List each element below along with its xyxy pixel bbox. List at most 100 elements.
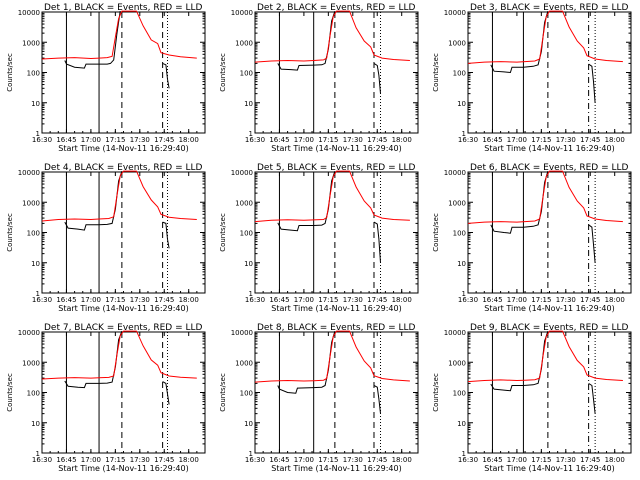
y-tick-label: 1: [249, 130, 253, 138]
x-tick-label: 17:30: [130, 456, 150, 464]
x-axis-label: Start Time (14-Nov-11 16:29:40): [484, 464, 614, 473]
y-axis-label: Counts/sec: [219, 53, 227, 92]
events-series-tail: [373, 221, 381, 263]
y-tick-label: 100: [240, 390, 253, 398]
lld-series-line: [42, 10, 197, 60]
events-series-line: [277, 330, 336, 394]
x-tick-label: 17:15: [318, 296, 338, 304]
y-tick-label: 100: [453, 70, 466, 78]
y-axis-label: Counts/sec: [432, 373, 440, 412]
x-tick-label: 17:45: [367, 296, 387, 304]
x-axis-label: Start Time (14-Nov-11 16:29:40): [271, 464, 401, 473]
y-tick-label: 100: [240, 70, 253, 78]
x-tick-label: 17:00: [294, 456, 314, 464]
x-tick-label: 16:45: [269, 136, 289, 144]
x-tick-label: 17:00: [81, 296, 101, 304]
x-tick-label: 17:15: [318, 456, 338, 464]
lld-series-line: [468, 10, 623, 64]
x-tick-label: 17:30: [556, 456, 576, 464]
panel-title: Det 5, BLACK = Events, RED = LLD: [257, 163, 416, 173]
x-tick-label: 17:15: [105, 136, 125, 144]
y-tick-label: 10000: [444, 329, 466, 337]
y-tick-label: 10000: [18, 169, 40, 177]
y-tick-label: 10: [457, 420, 466, 428]
y-tick-label: 1: [462, 290, 466, 298]
events-series-line: [64, 11, 121, 69]
x-axis-label: Start Time (14-Nov-11 16:29:40): [271, 144, 401, 153]
detector-panel-3: Det 3, BLACK = Events, RED = LLD 1 10 100 10…: [432, 3, 632, 153]
x-tick-label: 16:30: [245, 296, 265, 304]
y-tick-label: 1000: [235, 39, 253, 47]
x-tick-label: 18:00: [392, 136, 412, 144]
x-tick-label: 17:30: [343, 296, 363, 304]
events-series-tail: [588, 382, 596, 414]
events-series-tail: [162, 381, 170, 405]
x-tick-label: 18:00: [392, 456, 412, 464]
y-tick-label: 10: [244, 420, 253, 428]
lld-series-line: [468, 170, 623, 224]
y-tick-label: 100: [453, 230, 466, 238]
y-tick-label: 10000: [231, 329, 253, 337]
x-tick-label: 18:00: [605, 456, 625, 464]
x-tick-label: 17:30: [556, 296, 576, 304]
events-series-line: [490, 170, 549, 234]
y-tick-label: 1000: [448, 199, 466, 207]
x-axis-label: Start Time (14-Nov-11 16:29:40): [484, 304, 614, 313]
x-tick-label: 18:00: [392, 296, 412, 304]
panel-title: Det 8, BLACK = Events, RED = LLD: [257, 323, 416, 333]
y-tick-label: 10000: [231, 169, 253, 177]
y-axis-label: Counts/sec: [432, 213, 440, 252]
y-tick-label: 1000: [22, 199, 40, 207]
x-tick-label: 16:45: [56, 136, 76, 144]
x-tick-label: 16:30: [245, 136, 265, 144]
x-tick-label: 16:30: [32, 136, 52, 144]
x-tick-label: 18:00: [179, 136, 199, 144]
y-axis-label: Counts/sec: [6, 373, 14, 412]
x-tick-label: 18:00: [605, 136, 625, 144]
x-tick-label: 16:30: [245, 456, 265, 464]
y-axis-label: Counts/sec: [6, 53, 14, 92]
x-tick-label: 17:15: [531, 456, 551, 464]
detector-panel-6: Det 6, BLACK = Events, RED = LLD 1 10 100 10…: [432, 163, 632, 313]
x-tick-label: 17:00: [81, 456, 101, 464]
x-tick-label: 16:45: [482, 296, 502, 304]
x-tick-label: 16:30: [32, 296, 52, 304]
detector-panel-5: Det 5, BLACK = Events, RED = LLD 1 10 100 10…: [219, 163, 419, 313]
lld-series-line: [255, 10, 410, 63]
events-series-line: [490, 10, 549, 74]
x-tick-label: 17:45: [154, 296, 174, 304]
y-tick-label: 1: [36, 450, 40, 458]
x-tick-label: 16:45: [482, 136, 502, 144]
lld-series-line: [255, 330, 410, 383]
x-tick-label: 16:30: [458, 456, 478, 464]
events-series-tail: [588, 224, 596, 263]
x-tick-label: 17:45: [367, 136, 387, 144]
x-axis-label: Start Time (14-Nov-11 16:29:40): [484, 144, 614, 153]
y-tick-label: 1000: [448, 39, 466, 47]
x-tick-label: 17:00: [294, 296, 314, 304]
x-tick-label: 17:00: [507, 296, 527, 304]
panel-title: Det 4, BLACK = Events, RED = LLD: [44, 163, 203, 173]
x-tick-label: 18:00: [179, 456, 199, 464]
x-tick-label: 17:45: [580, 456, 600, 464]
x-tick-label: 17:45: [154, 136, 174, 144]
x-tick-label: 17:15: [531, 136, 551, 144]
events-series-tail: [162, 221, 170, 249]
y-axis-label: Counts/sec: [6, 213, 14, 252]
x-tick-label: 16:30: [32, 456, 52, 464]
panel-title: Det 1, BLACK = Events, RED = LLD: [44, 3, 203, 13]
y-tick-label: 10000: [18, 9, 40, 17]
x-tick-label: 17:30: [130, 296, 150, 304]
y-tick-label: 1000: [235, 199, 253, 207]
detector-panel-8: Det 8, BLACK = Events, RED = LLD 1 10 100 10…: [219, 323, 419, 473]
x-axis-label: Start Time (14-Nov-11 16:29:40): [58, 304, 188, 313]
y-tick-label: 100: [27, 70, 40, 78]
x-tick-label: 16:30: [458, 136, 478, 144]
y-tick-label: 100: [27, 390, 40, 398]
x-axis-label: Start Time (14-Nov-11 16:29:40): [58, 144, 188, 153]
detector-panel-7: Det 7, BLACK = Events, RED = LLD 1 10 100 10…: [6, 323, 206, 473]
x-tick-label: 17:30: [343, 456, 363, 464]
x-tick-label: 17:30: [556, 136, 576, 144]
x-tick-label: 17:15: [105, 296, 125, 304]
y-axis-label: Counts/sec: [219, 373, 227, 412]
